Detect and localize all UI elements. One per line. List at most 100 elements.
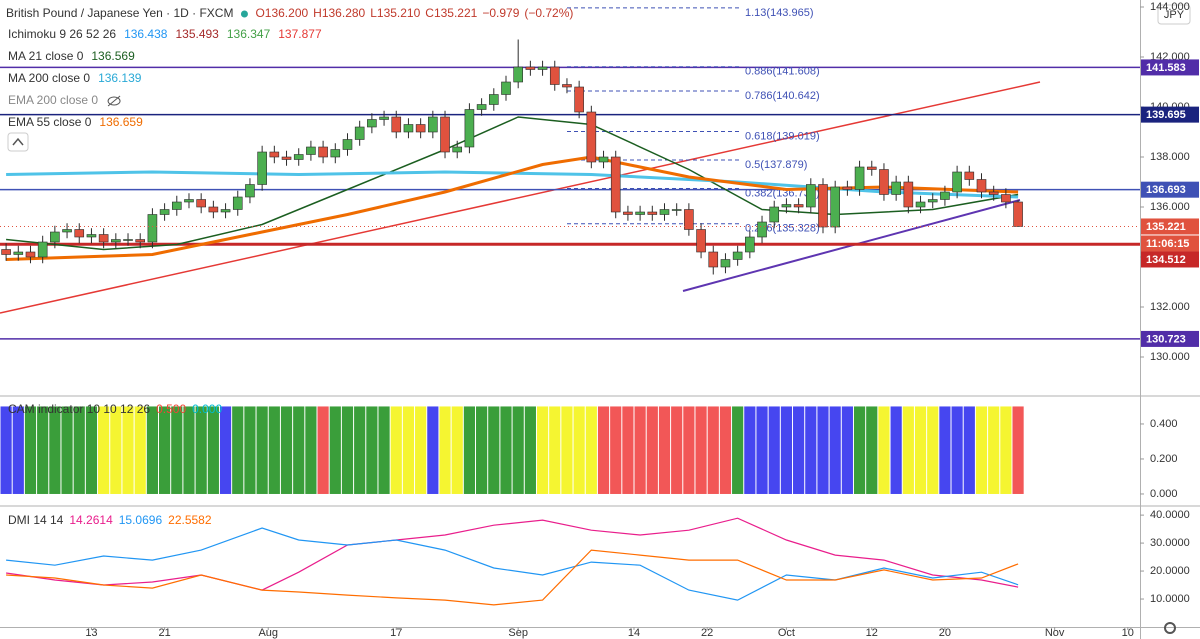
candle-body — [976, 179, 987, 193]
candle-body — [647, 211, 658, 215]
x-tick-label: 21 — [158, 627, 170, 639]
y-tick-label: 144.000 — [1150, 1, 1190, 13]
cam-bar — [914, 406, 927, 494]
level-label-box — [1141, 330, 1199, 347]
countdown-label: 11:06:15 — [1146, 238, 1189, 250]
candle-body — [793, 204, 804, 208]
candle-body — [391, 116, 402, 133]
cam-bar — [415, 406, 427, 494]
cam-bar — [24, 406, 37, 494]
collapse-button[interactable] — [7, 132, 29, 152]
candle-body — [830, 186, 840, 228]
currency-badge[interactable] — [1157, 4, 1191, 25]
cam-bar — [988, 406, 1000, 494]
cam-bar — [85, 406, 98, 494]
x-tick-label: 17 — [390, 627, 402, 639]
fib-label: 0.5(137.879) — [745, 159, 807, 171]
candle-body — [428, 116, 438, 133]
cam-bar — [634, 406, 646, 494]
cam-bar — [927, 406, 939, 494]
candle-body — [245, 184, 255, 198]
candle-body — [866, 166, 877, 170]
candle-body — [696, 229, 706, 253]
countdown-label-box — [1141, 235, 1199, 252]
candle-body — [879, 169, 889, 195]
candle-body — [342, 139, 353, 150]
panel-title: DMI 14 14 — [8, 513, 64, 527]
level-label-box — [1141, 251, 1199, 268]
settings-icon[interactable] — [1164, 622, 1176, 634]
panel-legend: CAM indicator 10 10 12 26 0.500 0.000 — [8, 402, 222, 416]
legend-entry: EMA 200 close 0 — [8, 93, 98, 107]
cam-bar — [390, 406, 402, 494]
cam-bar — [1012, 406, 1024, 494]
legend-entry: MA 21 close 0 136.569 — [8, 49, 135, 63]
level-label-box — [1141, 181, 1199, 198]
fib-label: 0.618(139.019) — [745, 130, 820, 142]
candle-body — [281, 156, 292, 160]
cam-bar — [439, 406, 451, 494]
candle-body — [452, 146, 463, 153]
dmi-line — [6, 527, 1019, 601]
legend-value: 137.877 — [278, 27, 322, 41]
candle-body — [1, 249, 11, 255]
candle-body — [306, 146, 316, 155]
candle-body — [74, 229, 85, 238]
cam-bar — [427, 406, 439, 494]
cam-bar — [878, 406, 890, 494]
cam-bar — [232, 406, 244, 494]
level-label-box — [1141, 59, 1199, 76]
cam-bar — [463, 406, 476, 494]
x-tick-label: 12 — [866, 627, 878, 639]
candle-body — [135, 239, 146, 243]
candle-body — [854, 166, 865, 190]
legend-name: EMA 200 close 0 — [8, 93, 98, 107]
x-tick-label: 20 — [939, 627, 951, 639]
cam-bar — [268, 406, 280, 494]
candle-body — [62, 229, 72, 233]
cam-bar — [488, 406, 500, 494]
cam-bar — [890, 406, 902, 494]
legend-value: 136.139 — [98, 71, 142, 85]
candle-body — [891, 181, 901, 195]
candle-body — [123, 239, 133, 241]
candle-body — [562, 84, 572, 88]
cam-bar — [183, 406, 195, 494]
cam-bar — [219, 406, 232, 494]
candle-body — [379, 116, 389, 120]
cam-bar — [695, 406, 707, 494]
cam-bar — [451, 406, 463, 494]
candle-body — [537, 66, 548, 70]
candle-body — [988, 191, 999, 195]
cam-bar — [719, 406, 732, 494]
cam-bar — [341, 406, 354, 494]
y-tick-label: 130.000 — [1150, 351, 1190, 363]
candle-body — [513, 66, 523, 83]
cam-bar — [329, 406, 341, 494]
fib-label: 1.13(143.965) — [745, 7, 814, 19]
cam-bar — [841, 406, 853, 494]
y-tick-label: 138.000 — [1150, 151, 1190, 163]
cam-bar — [378, 406, 390, 494]
candle-body — [1013, 201, 1023, 227]
cam-bar — [159, 406, 171, 494]
header-value: C135.221 — [425, 6, 477, 20]
panel-legend: DMI 14 14 14.2614 15.0696 22.5582 — [8, 513, 212, 527]
level-label-box — [1141, 106, 1199, 123]
cam-bar — [646, 406, 658, 494]
legend-value: 0.000 — [192, 402, 222, 416]
collapse-icon — [12, 137, 24, 146]
cam-bar — [244, 406, 256, 494]
candle-body — [415, 124, 426, 133]
legend-value: 15.0696 — [119, 513, 163, 527]
y-tick-label: 136.000 — [1150, 201, 1190, 213]
candle-body — [549, 66, 560, 85]
cam-bar — [256, 406, 268, 494]
y-tick-label: 30.0000 — [1150, 537, 1190, 549]
legend-name: Ichimoku 9 26 52 26 — [8, 27, 116, 41]
cam-bar — [37, 406, 49, 494]
candle-body — [781, 204, 792, 208]
candle-body — [37, 241, 48, 258]
cam-bar — [110, 406, 122, 494]
